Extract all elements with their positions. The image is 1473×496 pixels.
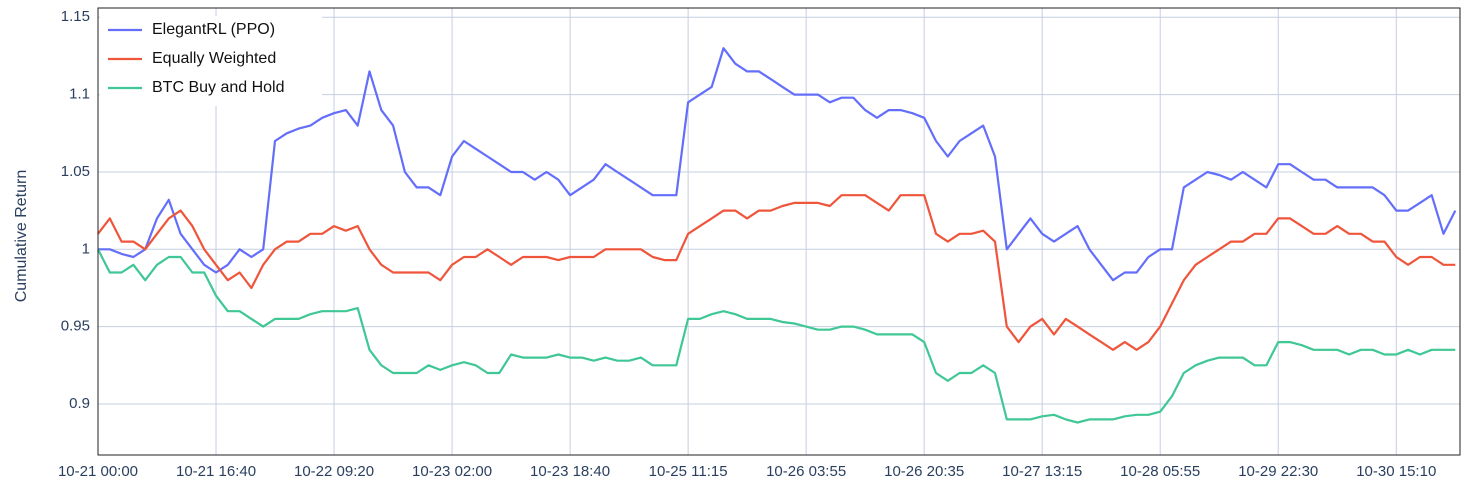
x-tick-label: 10-28 05:55 — [1120, 463, 1200, 480]
x-tick-label: 10-29 22:30 — [1238, 463, 1318, 480]
x-tick-label: 10-30 15:10 — [1356, 463, 1436, 480]
x-tick-label: 10-23 18:40 — [530, 463, 610, 480]
plot-frame — [97, 7, 1461, 456]
x-tick-label: 10-27 13:15 — [1002, 463, 1082, 480]
legend-label: BTC Buy and Hold — [152, 79, 285, 96]
y-tick-label: 1.05 — [61, 163, 90, 180]
line-series — [98, 47, 1457, 282]
x-tick-label: 10-23 02:00 — [412, 463, 492, 480]
x-tick-label: 10-21 16:40 — [176, 463, 256, 480]
y-tick-label: 0.9 — [69, 395, 90, 412]
line-series — [97, 194, 1456, 351]
legend-label: ElegantRL (PPO) — [152, 21, 275, 38]
line-series — [97, 248, 1456, 424]
x-tick-label: 10-22 09:20 — [294, 463, 374, 480]
x-tick-label: 10-26 03:55 — [766, 463, 846, 480]
y-tick-label: 0.95 — [61, 318, 90, 335]
x-tick-label: 10-21 00:00 — [58, 463, 138, 480]
y-tick-label: 1 — [82, 240, 90, 257]
legend-label: Equally Weighted — [152, 50, 276, 67]
x-tick-label: 10-26 20:35 — [884, 463, 964, 480]
y-tick-label: 1.15 — [61, 8, 90, 25]
x-tick-label: 10-25 11:15 — [649, 463, 728, 480]
y-tick-label: 1.1 — [69, 86, 90, 103]
y-axis-title: Cumulative Return — [13, 170, 30, 303]
